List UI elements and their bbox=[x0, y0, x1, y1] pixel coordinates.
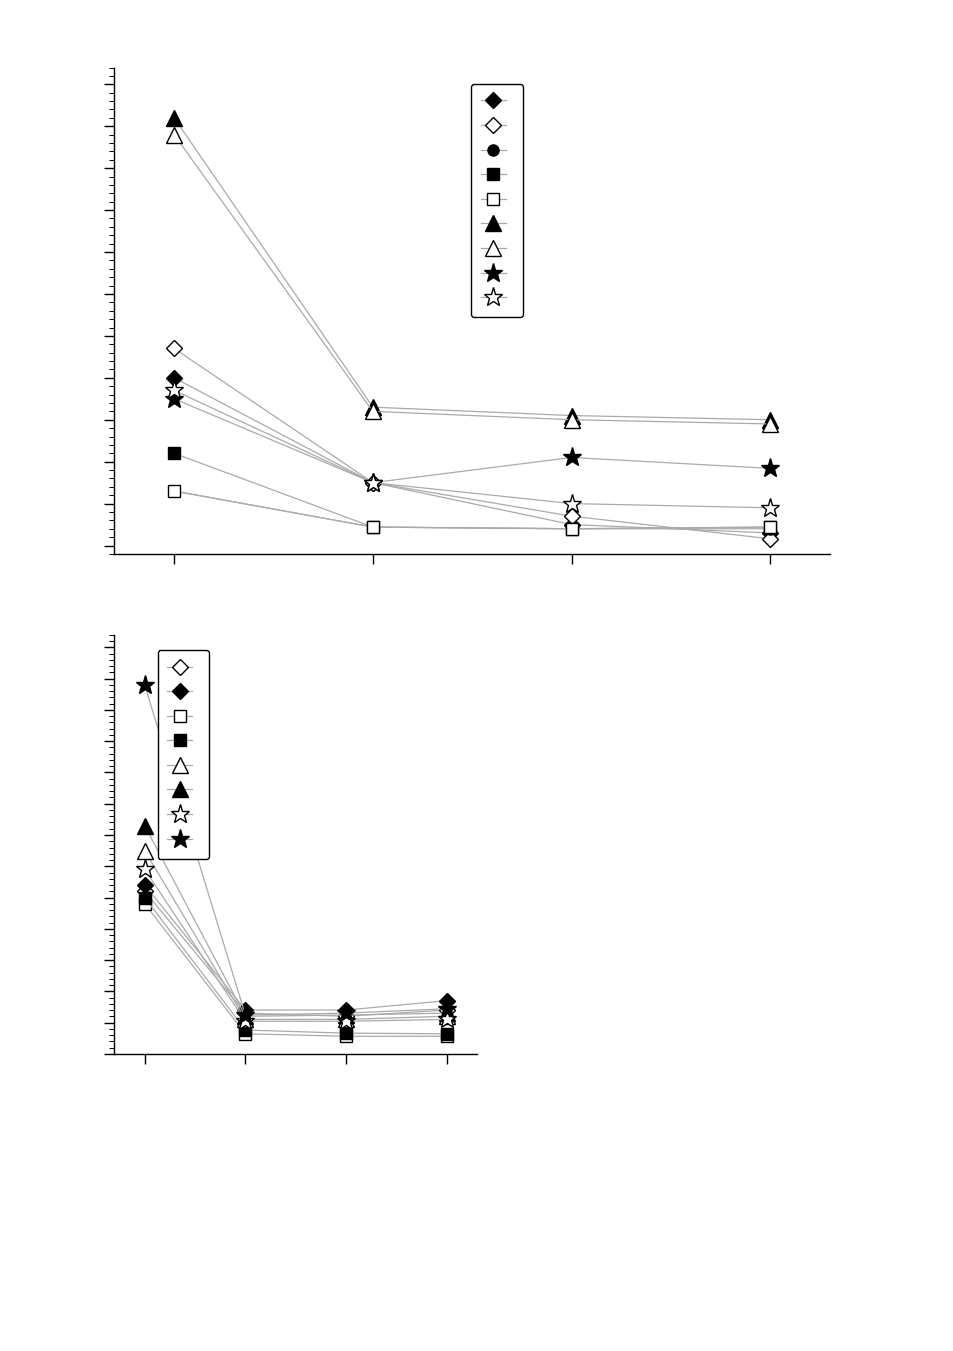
Legend: , , , , , , , : , , , , , , , bbox=[157, 650, 209, 859]
Legend: , , , , , , , , : , , , , , , , , bbox=[471, 84, 522, 317]
